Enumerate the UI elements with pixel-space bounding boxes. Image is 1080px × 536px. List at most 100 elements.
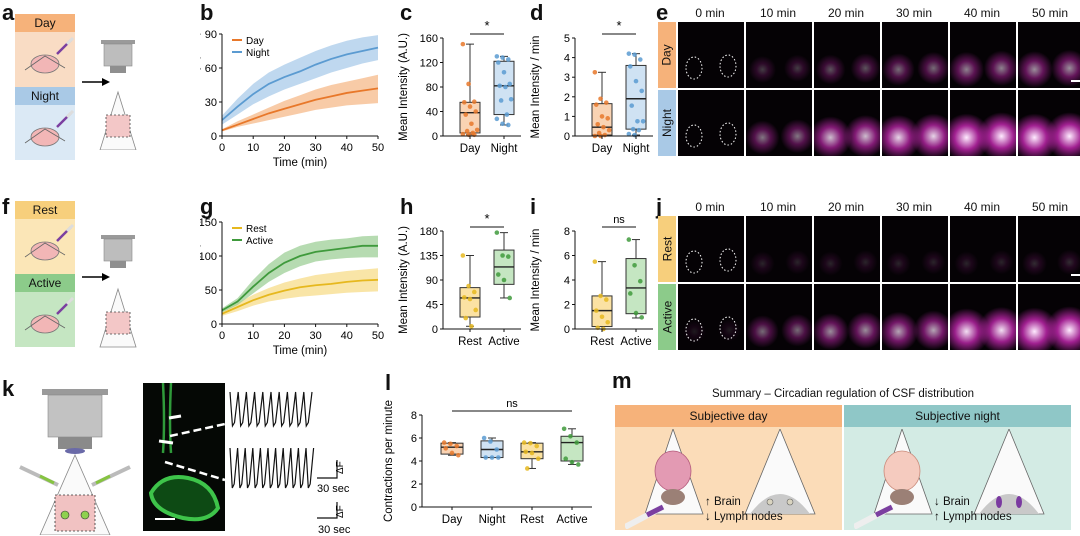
data-point [633,78,639,84]
data-point [494,54,500,59]
y-tick-label: 6 [411,433,417,445]
panel-label-f: f [2,194,10,219]
condition-rest-header: Rest [15,201,75,219]
data-point [593,102,599,107]
scale-label-30sec: 30 sec [317,483,350,495]
data-point [629,103,635,108]
data-point [441,440,447,445]
data-point [599,314,605,320]
mouse-injection-illustration [15,219,75,274]
data-point [640,119,646,124]
y-tick-label: 90 [426,275,438,287]
data-point [524,466,530,471]
fluorescence-image [950,284,1016,350]
data-point [598,96,603,102]
y-axis-label: Mean Intensity / min [530,229,542,332]
legend-label-day: Day [246,36,264,47]
y-tick-label: 45 [426,300,438,312]
data-point [505,122,511,128]
data-point [574,440,580,445]
data-point [568,433,573,439]
data-point [601,124,606,130]
chart-h-box-intensity: Rest Active 0 45 90 135 180 Mean Intensity (A.U… [398,213,521,348]
x-tick-label: 20 [278,142,290,154]
data-point [632,263,637,268]
data-point [505,57,511,62]
fluorescence-image [746,22,812,88]
significance-label: ns [613,214,625,226]
day-effects: ↑ Brain ↓ Lymph nodes [705,495,783,525]
arrow-down-icon: ↓ [705,511,711,523]
data-point [473,109,479,114]
panel-j-image-grid: Rest Active [658,216,1080,350]
data-point [460,131,466,137]
y-tick-label: 0 [432,131,438,143]
panel-e-time-header: 0 min 10 min 20 min 30 min 40 min 50 min [676,6,1080,20]
chart-d-box-rate: Day Night 0 1 2 3 4 5 Mean Intensity / min * [530,20,653,155]
data-point [448,441,453,447]
lymph-node-icon [766,498,774,506]
data-point [626,237,632,242]
y-axis-label: Contractions per minute [383,400,395,522]
time-label: 0 min [695,200,725,214]
subjective-day-column: Subjective day ↑ Brain ↓ Lymph nodes [615,405,842,530]
x-tick-label: Active [488,336,519,348]
data-point [639,88,645,94]
data-point [463,315,469,321]
time-label: 20 min [827,6,865,20]
time-label: 50 min [1031,6,1069,20]
y-axis-label: Mean Intensity (A.U.) [398,33,410,141]
data-point [521,440,527,445]
data-point [501,70,507,75]
y-axis-label: Mean Intensity (A.U.) [200,219,201,327]
data-point [637,57,643,62]
mouse-injection-illustration [15,32,75,87]
arrow-head-icon [102,78,110,86]
box-night [625,64,647,130]
arrow-down-icon: ↓ [934,496,940,508]
y-tick-label: 120 [420,58,438,70]
objective-lens-icon [101,40,135,44]
data-point [501,277,507,283]
data-point [466,283,471,289]
row-label-rest: Rest [658,216,676,282]
panel-j-time-header: 0 min 10 min 20 min 30 min 40 min 50 min [676,200,1080,214]
data-point [498,98,504,103]
fluorescence-image [882,90,948,156]
subjective-night-header: Subjective night [844,405,1071,427]
y-tick-label: 8 [564,226,570,238]
fluorescence-image [746,216,812,282]
data-point [639,315,645,320]
data-point [523,449,529,455]
panel-k-setup-illustration [19,389,131,535]
panel-label-d: d [530,0,544,25]
data-point [636,127,642,133]
x-tick-label: Night [491,143,519,155]
scale-bar [1071,80,1080,82]
mouse-head-icon [24,296,75,334]
x-tick-label: 40 [341,330,353,342]
data-point [603,100,609,105]
chart-i-box-rate: Rest Active 0 2 4 6 8 Mean Intensity / min ns [530,214,653,348]
data-point [569,459,575,465]
x-tick-label: Day [460,143,481,155]
microscope-setup-f [82,235,137,348]
data-point [467,104,473,109]
subjective-night-column: Subjective night ↓ Brain ↑ Lymph nodes [844,405,1071,530]
panel-f-schedule: Rest Active [15,201,75,347]
data-point [635,119,640,124]
summary-diagram: Subjective day ↑ Brain ↓ Lymph nodes Sub… [615,405,1071,530]
mouse-head-icon [24,223,75,261]
mouse-head-icon [24,36,75,74]
data-point [449,450,455,456]
band-rest [222,268,378,316]
x-tick-label: 50 [372,142,384,154]
data-point [505,254,511,259]
data-point [500,55,505,60]
brain-icon [654,450,692,492]
delta-f-label: ΔF [335,505,346,518]
data-point [508,96,514,102]
x-tick-label: 0 [219,142,225,154]
data-point [627,291,633,296]
time-label: 10 min [759,200,797,214]
